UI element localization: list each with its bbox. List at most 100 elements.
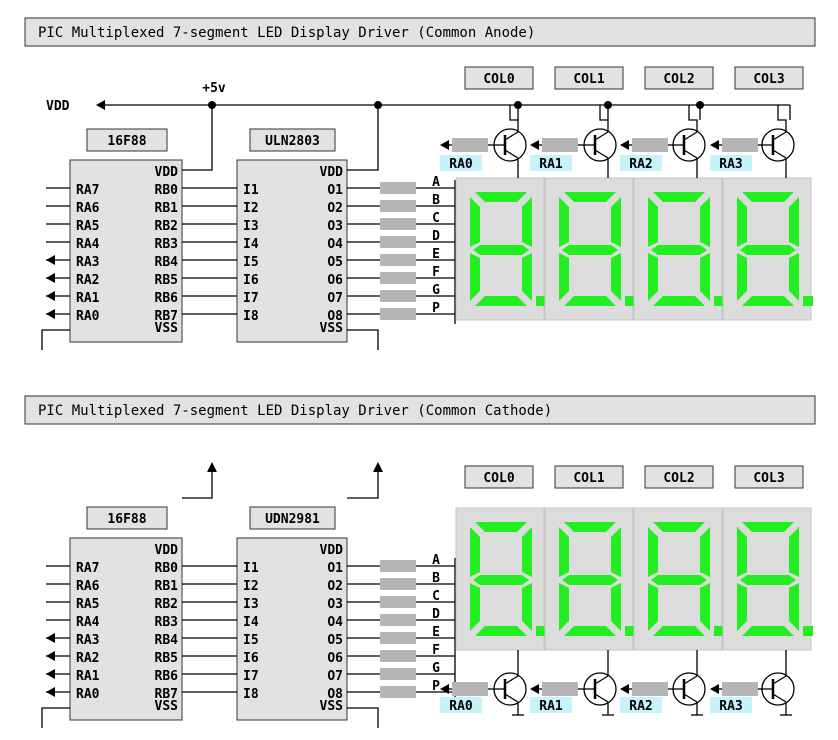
transistor-emitter: [504, 149, 519, 159]
driver-output-pin: O4: [327, 237, 343, 252]
pnp-transistor-icon: [672, 128, 706, 162]
chip-vdd-pin: VDD: [320, 165, 344, 180]
pnp-transistor-icon: [761, 128, 795, 162]
chip-vss-pin: VSS: [155, 321, 179, 336]
chip-vss-pin: VSS: [320, 321, 344, 336]
transistor-collector: [594, 675, 609, 685]
base-resistor: [452, 682, 488, 696]
driver-output-pin: O5: [327, 255, 343, 270]
pic-right-pin: RB6: [155, 669, 179, 684]
transistor-label-bg: [530, 697, 572, 713]
vdd-wire: [347, 105, 379, 171]
driver-input-pin: I5: [243, 255, 259, 270]
arrow-left-icon: [46, 291, 55, 301]
section-title: PIC Multiplexed 7-segment LED Display Dr…: [38, 25, 535, 41]
driver-chip: ULN2803 VDD VSS I1 O1 I2 O2 I3 O3 I4 O4 I5 O5 I6 O6 I7 O…: [236, 128, 348, 343]
transistor-label-bg: [440, 697, 482, 713]
segment-dp: [536, 626, 546, 636]
junction-dot: [374, 101, 382, 109]
arrow-left-icon: [710, 140, 719, 150]
seven-segment-digit: [722, 507, 813, 651]
driver-input-pin: I4: [243, 237, 259, 252]
transistor-collector: [594, 131, 609, 141]
arrow-left-icon: [46, 669, 55, 679]
emitter-wire: [777, 105, 787, 132]
column-label: COL1: [573, 72, 604, 87]
segment-g: [740, 575, 796, 585]
segment-c: [611, 583, 621, 631]
segment-e: [559, 583, 569, 631]
driver-input-pin: I2: [243, 579, 259, 594]
segment-b: [611, 197, 621, 247]
driver-output-pin: O6: [327, 273, 343, 288]
pic-right-pin: RB5: [155, 651, 178, 666]
pic-left-pin: RA4: [76, 615, 100, 630]
segment-d: [653, 626, 705, 636]
pic-right-pin: RB4: [155, 633, 179, 648]
supply-label: +5v: [202, 81, 226, 96]
base-resistor: [542, 138, 578, 152]
segment-d: [475, 626, 527, 636]
ground-wire: [41, 329, 70, 350]
segment-g: [651, 575, 707, 585]
seven-segment-digit: [722, 177, 813, 321]
segment-label: B: [432, 571, 440, 586]
segment-dp: [625, 296, 635, 306]
segment-b: [522, 197, 532, 247]
arrow-up-icon: [207, 462, 217, 472]
base-resistor: [722, 682, 758, 696]
column-label: COL3: [753, 72, 784, 87]
segment-f: [737, 197, 747, 247]
title-bar: [24, 395, 816, 425]
driver-output-pin: O5: [327, 633, 343, 648]
pic-left-pin: RA7: [76, 561, 99, 576]
seven-segment-digit: [455, 177, 546, 321]
segment-f: [648, 527, 658, 577]
arrow-left-icon: [530, 684, 539, 694]
segment-d: [564, 626, 616, 636]
transistor-emitter: [683, 149, 698, 159]
vdd-wire: [182, 105, 213, 171]
segment-c: [522, 583, 532, 631]
segment-label: P: [432, 301, 440, 316]
segment-dp: [803, 296, 813, 306]
transistor-collector: [772, 675, 787, 685]
driver-output-pin: O2: [327, 579, 343, 594]
segment-e: [648, 253, 658, 301]
segment-label: P: [432, 679, 440, 694]
transistor-label: RA1: [539, 699, 563, 714]
driver-chip: UDN2981 VDD VSS I1 O1 I2 O2 I3 O3 I4 O4 I5 O5 I6 O6 I7 O…: [236, 506, 348, 721]
pic-right-pin: RB0: [155, 183, 179, 198]
driver-input-pin: I8: [243, 687, 259, 702]
driver-input-pin: I3: [243, 597, 259, 612]
base-resistor: [632, 138, 668, 152]
driver-input-pin: I6: [243, 651, 259, 666]
resistor: [380, 560, 416, 572]
resistor: [380, 308, 416, 320]
transistor-emitter: [594, 693, 609, 703]
seven-segment-digit: [544, 177, 635, 321]
ground-wire: [41, 707, 70, 728]
resistor: [380, 578, 416, 590]
driver-output-pin: O8: [327, 309, 343, 324]
pic-right-pin: RB1: [155, 579, 179, 594]
segment-dp: [536, 296, 546, 306]
column-label-box: [644, 465, 714, 489]
segment-c: [522, 253, 532, 301]
transistor-label-bg: [620, 697, 662, 713]
driver-output-pin: O8: [327, 687, 343, 702]
segment-d: [653, 296, 705, 306]
segment-a: [475, 192, 527, 202]
chip-name: ULN2803: [265, 134, 320, 149]
transistor-label-bg: [710, 697, 752, 713]
driver-output-pin: O1: [327, 183, 343, 198]
resistor: [380, 218, 416, 230]
resistor: [380, 290, 416, 302]
column-label-box: [464, 66, 534, 90]
column-label-box: [734, 66, 804, 90]
arrow-left-icon: [440, 140, 449, 150]
chip-vss-pin: VSS: [155, 699, 179, 714]
transistor-collector: [683, 131, 698, 141]
segment-e: [559, 253, 569, 301]
section-title: PIC Multiplexed 7-segment LED Display Dr…: [38, 403, 552, 419]
